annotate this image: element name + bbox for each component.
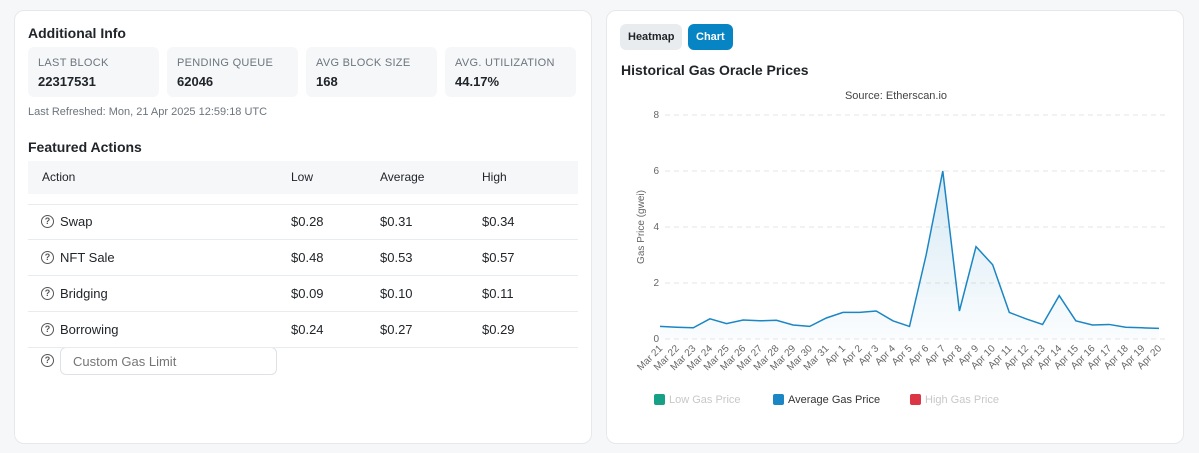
stat-card: AVG BLOCK SIZE 168 <box>306 47 437 97</box>
y-tick-label: 2 <box>653 278 659 289</box>
line <box>659 170 1160 330</box>
stat-label: AVG. UTILIZATION <box>455 57 555 69</box>
chart-subtitle: Source: Etherscan.io <box>845 90 947 102</box>
area <box>660 171 1159 339</box>
action-cell: Swap <box>60 214 93 229</box>
chart-title: Historical Gas Oracle Prices <box>621 62 809 78</box>
help-icon: ? <box>41 251 54 264</box>
row-divider <box>28 204 578 205</box>
row-divider <box>28 275 578 276</box>
chart-panel: Historical Gas Oracle Prices Source: Eth… <box>606 10 1184 444</box>
chart: Historical Gas Oracle Prices Source: Eth… <box>621 62 1165 406</box>
info-panel: Additional Info Last Refreshed: Mon, 21 … <box>14 10 592 444</box>
action-cell: NFT Sale <box>60 250 115 265</box>
last-refreshed: Last Refreshed: Mon, 21 Apr 2025 12:59:1… <box>28 106 268 118</box>
price-cell: $0.31 <box>380 214 413 229</box>
section-title: Featured Actions <box>28 139 142 155</box>
stat-card: LAST BLOCK 22317531 <box>28 47 159 97</box>
price-cell: $0.24 <box>291 322 324 337</box>
legend-swatch <box>910 394 921 405</box>
row-divider <box>28 239 578 240</box>
price-cell: $0.09 <box>291 286 324 301</box>
column-header: Low <box>291 170 314 184</box>
stat-label: PENDING QUEUE <box>177 57 274 69</box>
row-divider <box>28 311 578 312</box>
section-title: Additional Info <box>28 25 126 41</box>
price-cell: $0.11 <box>482 286 514 301</box>
y-axis-label: Gas Price (gwei) <box>636 190 647 264</box>
stat-value: 168 <box>316 74 338 89</box>
column-header: Action <box>42 170 76 184</box>
price-cell: $0.10 <box>380 286 413 301</box>
stat-label: LAST BLOCK <box>38 57 109 69</box>
legend-swatch <box>773 394 784 405</box>
legend-label: High Gas Price <box>925 394 999 406</box>
stat-value: 44.17% <box>455 74 500 89</box>
column-header: Average <box>380 170 425 184</box>
price-cell: $0.34 <box>482 214 515 229</box>
column-header: High <box>482 170 507 184</box>
price-cell: $0.48 <box>291 250 324 265</box>
stat-value: 22317531 <box>38 74 96 89</box>
help-icon: ? <box>41 354 54 367</box>
tab-button[interactable]: Heatmap <box>620 24 683 50</box>
help-icon: ? <box>41 323 54 336</box>
y-tick-label: 8 <box>653 110 659 121</box>
stat-card: AVG. UTILIZATION 44.17% <box>445 47 576 97</box>
price-cell: $0.53 <box>380 250 413 265</box>
action-cell: Bridging <box>60 286 108 301</box>
tab-button[interactable]: Chart <box>688 24 733 50</box>
row-divider <box>28 347 578 348</box>
table-header <box>28 161 578 194</box>
legend-label: Low Gas Price <box>669 394 741 406</box>
action-cell: Borrowing <box>60 322 119 337</box>
stat-value: 62046 <box>177 74 214 89</box>
custom-gas-limit-input[interactable] <box>60 347 277 375</box>
legend-swatch <box>654 394 665 405</box>
price-cell: $0.28 <box>291 214 324 229</box>
price-cell: $0.57 <box>482 250 515 265</box>
stat-card: PENDING QUEUE 62046 <box>167 47 298 97</box>
price-cell: $0.27 <box>380 322 413 337</box>
legend-label: Average Gas Price <box>788 394 880 406</box>
help-icon: ? <box>41 215 54 228</box>
y-tick-label: 0 <box>653 334 659 345</box>
y-tick-label: 6 <box>653 166 659 177</box>
stat-label: AVG BLOCK SIZE <box>316 57 411 69</box>
help-icon: ? <box>41 287 54 300</box>
price-cell: $0.29 <box>482 322 515 337</box>
y-tick-label: 4 <box>653 222 659 233</box>
